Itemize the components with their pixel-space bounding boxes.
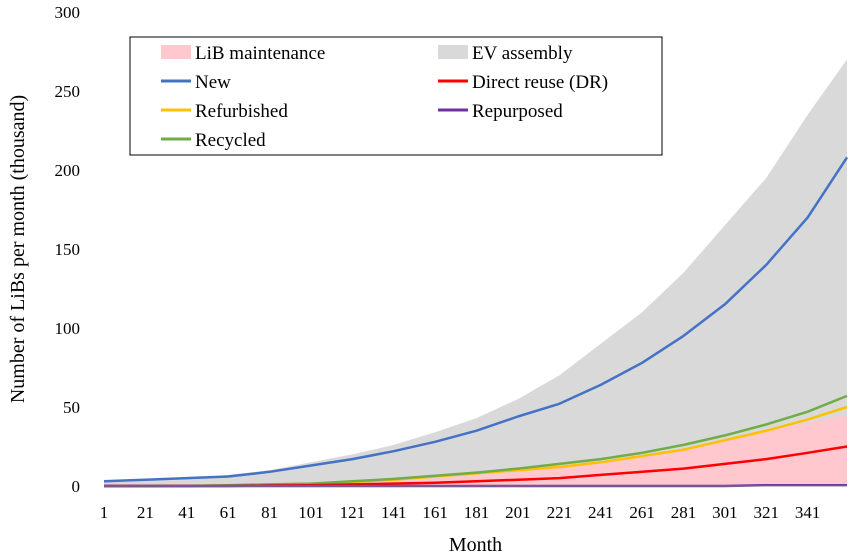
legend-swatch-lib-maintenance: [161, 45, 191, 59]
x-tick-label: 321: [754, 503, 780, 522]
legend-label-repurposed: Repurposed: [472, 101, 563, 122]
legend-label-recycled: Recycled: [195, 130, 266, 151]
x-tick-label: 101: [298, 503, 324, 522]
x-tick-label: 301: [712, 503, 738, 522]
area-series-group: [104, 59, 847, 487]
x-tick-label: 181: [464, 503, 490, 522]
legend-label-refurbished: Refurbished: [195, 101, 288, 122]
y-tick-label: 150: [55, 240, 81, 259]
x-tick-label: 161: [422, 503, 448, 522]
x-tick-label: 241: [588, 503, 614, 522]
y-tick-label: 0: [72, 477, 81, 496]
area-lib-maintenance: [104, 414, 847, 486]
x-tick-label: 141: [381, 503, 407, 522]
x-axis-ticks: 1 21 41 61 81 101 121 141 161 181 201 221 241 261 281 3…: [100, 503, 821, 522]
line-new: [103, 156, 849, 483]
x-tick-label: 221: [547, 503, 573, 522]
x-tick-label: 121: [340, 503, 366, 522]
y-tick-label: 100: [55, 319, 81, 338]
x-tick-label: 261: [629, 503, 655, 522]
x-tick-label: 201: [505, 503, 531, 522]
legend-label-lib-maintenance: LiB maintenance: [195, 43, 325, 64]
y-axis-ticks: 0 50 100 150 200 250 300: [55, 3, 81, 496]
x-tick-label: 81: [261, 503, 278, 522]
x-tick-label: 21: [137, 503, 154, 522]
legend: LiB maintenance EV assembly New Direct reus…: [129, 36, 663, 156]
y-tick-label: 200: [55, 161, 81, 180]
y-tick-label: 50: [63, 398, 80, 417]
y-tick-label: 300: [55, 3, 81, 22]
legend-label-new: New: [195, 72, 231, 93]
area-ev-assembly: [104, 59, 847, 487]
y-axis-title: Number of LiBs per month (thousand): [7, 95, 29, 403]
legend-label-ev-assembly: EV assembly: [472, 43, 573, 64]
x-tick-label: 61: [220, 503, 237, 522]
y-tick-label: 250: [55, 82, 81, 101]
x-axis-title: Month: [449, 534, 502, 556]
x-tick-label: 41: [178, 503, 195, 522]
x-tick-label: 341: [795, 503, 821, 522]
legend-swatch-ev-assembly: [438, 45, 468, 59]
legend-label-direct-reuse-dr: Direct reuse (DR): [472, 72, 608, 93]
legend-box: [129, 36, 663, 156]
x-tick-label: 1: [100, 503, 109, 522]
x-tick-label: 281: [671, 503, 697, 522]
